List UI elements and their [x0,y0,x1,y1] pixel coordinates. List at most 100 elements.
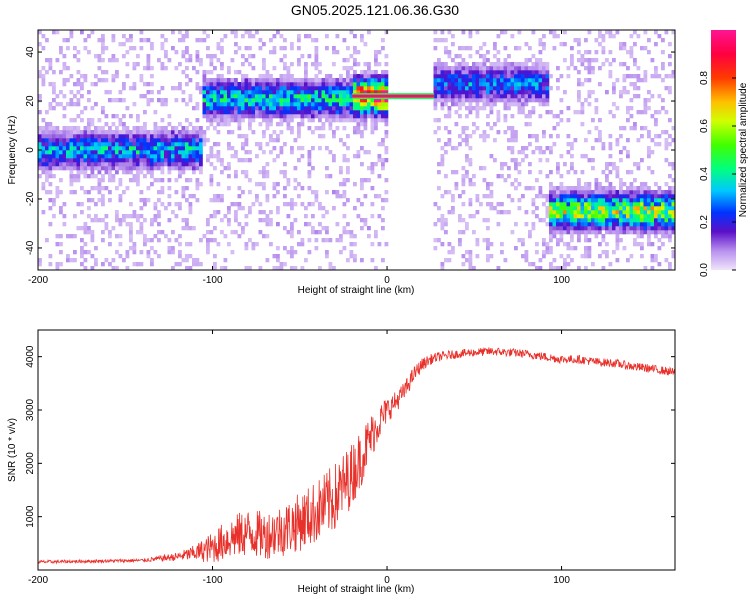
spectrogram-cell [150,98,154,103]
spectrogram-cell [619,94,623,99]
spectrogram-cell [363,110,368,115]
spectrogram-cell [584,78,588,83]
spectrogram-cell [556,86,560,91]
spectrogram-cell [192,158,196,163]
spectrogram-cell [535,206,539,211]
spectrogram-cell [542,242,546,247]
spectrogram-cell [304,78,308,83]
spectrogram-cell [325,226,329,231]
spectrogram-cell [332,114,336,119]
spectrogram-cell [45,70,49,75]
spectrogram-cell [584,154,588,159]
spectrogram-cell [668,90,672,95]
spectrogram-cell [486,242,490,247]
spectrogram-cell [643,70,648,75]
spectrogram-cell [598,214,602,219]
spectrogram-cell [521,110,525,115]
spectrogram-cell [545,70,550,75]
spectrogram-cell [255,30,259,35]
spectrogram-cell [279,82,284,87]
spectrogram-cell [475,74,480,79]
spectrogram-cell [241,86,245,91]
spectrogram-cell [258,122,263,127]
spectrogram-cell [129,178,133,183]
spectrogram-cell [538,78,543,83]
spectrogram-cell [139,226,144,231]
spectrogram-cell [90,186,95,191]
spectrogram-cell [556,78,560,83]
spectrogram-cell [531,30,536,35]
spectrogram-cell [108,98,112,103]
spectrogram-cell [160,146,165,151]
spectrogram-cell [167,134,172,139]
spectrogram-cell [339,114,343,119]
spectrogram-cell [38,70,42,75]
spectrogram-cell [185,218,189,223]
spectrogram-cell [622,210,627,215]
spectrogram-cell [514,130,518,135]
snr-y-tick-label: 3000 [25,398,36,421]
spectrogram-cell [608,186,613,191]
spectrogram-cell [440,194,445,199]
spectrogram-cell [598,194,602,199]
spectrogram-cell [157,178,161,183]
spectrogram-cell [269,134,273,139]
spectrogram-cell [591,166,595,171]
spectrogram-cell [549,134,553,139]
spectrogram-cell [633,194,637,199]
spectrogram-cell [342,82,347,87]
spectrogram-cell [178,142,182,147]
spectrogram-cell [241,106,245,111]
spectrogram-cell [262,78,266,83]
spectrogram-cell [444,86,448,91]
spectrogram-cell [83,258,88,263]
snr-series-line [37,347,676,565]
spectrogram-cell [552,222,557,227]
spectrogram-cell [360,82,364,87]
spectrogram-cell [237,90,242,95]
spectrogram-cell [556,222,560,227]
spectrogram-cell [444,258,448,263]
spectrogram-cell [111,34,116,39]
spectrogram-cell [647,238,651,243]
spectrogram-cell [517,110,522,115]
spectrogram-cell [325,114,329,119]
spectrogram-cell [136,178,140,183]
spectrogram-cell [244,30,249,35]
spectrogram-cell [101,178,105,183]
spectrogram-cell [640,110,644,115]
spectrogram-cell [612,58,616,63]
spectrogram-cell [360,70,364,75]
spectrogram-cell [199,170,203,175]
spectrogram-cell [272,90,277,95]
spectrogram-cell [468,258,473,263]
spectrogram-cell [192,138,196,143]
spectrogram-cell [206,250,210,255]
spectrogram-cell [213,118,217,123]
spectrogram-cell [633,190,637,195]
spectrogram-cell [661,210,665,215]
spectrogram-cell [353,74,357,79]
spectrogram-cell [580,54,585,59]
spectrogram-cell [300,146,305,151]
spectrogram-cell [192,162,196,167]
spectrogram-cell [80,150,84,155]
spectrogram-cell [475,242,480,247]
spectrogram-cell [479,94,483,99]
spectrogram-cell [234,70,238,75]
spectrogram-cell [269,50,273,55]
spectrogram-cell [241,114,245,119]
spectrogram-cell [489,66,494,71]
spectrogram-cell [608,226,613,231]
spectrogram-cell [661,242,665,247]
spectrogram-cell [136,218,140,223]
spectrogram-cell [234,106,238,111]
spectrogram-cell [87,226,91,231]
spectrogram-cell [622,218,627,223]
spectrogram-cell [307,110,312,115]
spectrogram-cell [160,162,165,167]
spectrogram-cell [503,74,508,79]
spectrogram-cell [629,170,634,175]
spectrogram-cell [647,242,651,247]
spectrogram-cell [475,90,480,95]
